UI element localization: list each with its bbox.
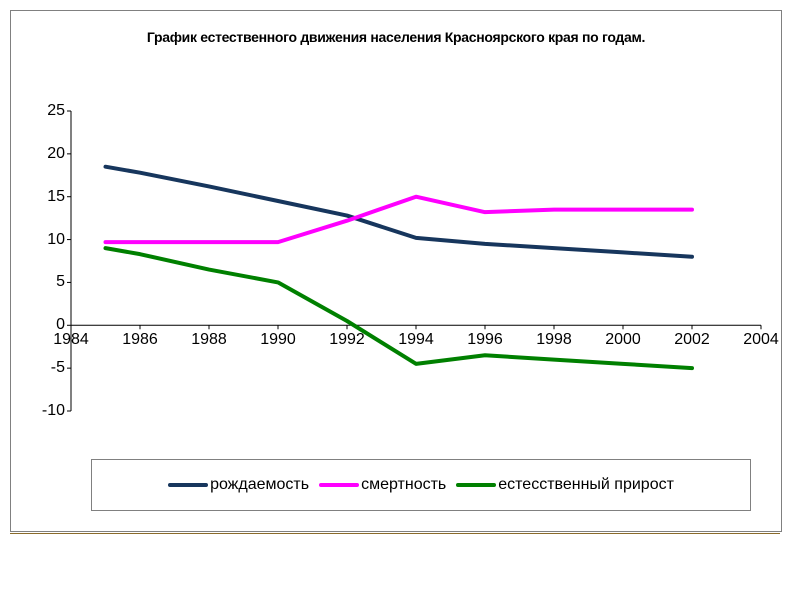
plot-area bbox=[11, 11, 781, 531]
legend-label: смертность bbox=[361, 476, 446, 494]
series-line-смертность bbox=[106, 197, 693, 242]
legend: рождаемость смертность естесственный приро… bbox=[91, 459, 751, 511]
chart-container: График естественного движения населения … bbox=[10, 10, 782, 532]
legend-line-sample bbox=[319, 483, 359, 487]
legend-item: естесственный прирост bbox=[456, 476, 674, 494]
legend-line-sample bbox=[168, 483, 208, 487]
legend-label: рождаемость bbox=[210, 476, 309, 494]
legend-item: смертность bbox=[319, 476, 446, 494]
legend-item: рождаемость bbox=[168, 476, 309, 494]
series-line-естесственный прирост bbox=[106, 248, 693, 368]
legend-label: естесственный прирост bbox=[498, 476, 674, 494]
legend-line-sample bbox=[456, 483, 496, 487]
bottom-rule bbox=[10, 533, 780, 534]
